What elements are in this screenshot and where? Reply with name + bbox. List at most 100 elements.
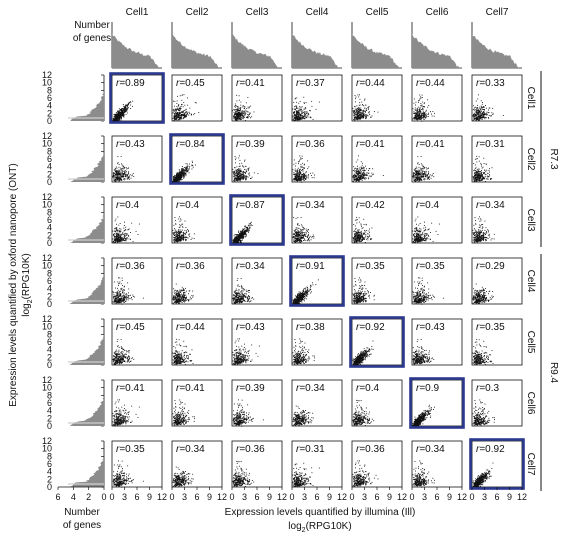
scatter-point	[298, 113, 300, 115]
scatter-point	[296, 117, 298, 119]
scatter-point	[242, 115, 243, 116]
scatter-point	[189, 163, 190, 165]
scatter-point	[357, 172, 359, 174]
scatter-point	[120, 239, 122, 241]
scatter-point	[479, 115, 481, 117]
scatter-point	[236, 112, 238, 114]
scatter-point	[237, 109, 239, 111]
scatter-point	[176, 177, 178, 178]
scatter-point	[479, 108, 481, 109]
scatter-point	[481, 175, 483, 177]
scatter-point	[481, 178, 483, 179]
scatter-point	[424, 113, 425, 115]
scatter-point	[126, 108, 128, 110]
scatter-point	[174, 237, 176, 238]
scatter-point	[177, 239, 179, 241]
scatter-point	[477, 109, 479, 111]
panel-frame	[351, 74, 403, 122]
scatter-point	[121, 171, 123, 173]
scatter-point	[175, 112, 177, 114]
scatter-point	[112, 230, 114, 232]
scatter-point	[234, 117, 236, 118]
panel-frame	[471, 74, 523, 122]
scatter-point	[178, 178, 180, 180]
scatter-point	[356, 170, 358, 172]
y-tick-label: 6	[47, 215, 52, 225]
scatter-point	[179, 119, 181, 121]
scatter-point	[480, 105, 482, 107]
scatter-point	[177, 176, 179, 178]
scatter-point	[360, 179, 362, 181]
scatter-point	[308, 174, 309, 176]
scatter-point	[174, 228, 175, 230]
scatter-point	[488, 115, 490, 116]
scatter-point	[178, 117, 179, 119]
scatter-point	[370, 116, 372, 118]
scatter-point	[180, 175, 182, 177]
scatter-point	[173, 176, 175, 178]
scatter-point	[413, 98, 415, 100]
left-hist-bars	[69, 207, 104, 243]
scatter-point	[128, 228, 130, 230]
scatter-point	[248, 107, 250, 109]
scatter-point	[368, 112, 370, 114]
scatter-point	[113, 235, 115, 237]
scatter-point	[174, 231, 175, 233]
scatter-point	[479, 172, 481, 174]
scatter-point	[422, 114, 424, 116]
scatter-point	[297, 178, 299, 180]
scatter-point	[185, 166, 187, 168]
scatter-point	[421, 114, 423, 116]
scatter-point	[233, 173, 235, 175]
scatter-point	[179, 170, 181, 172]
scatter-point	[297, 110, 299, 112]
scatter-point	[299, 116, 301, 118]
scatter-point	[239, 171, 241, 173]
panel-frame	[411, 74, 463, 122]
scatter-point	[362, 104, 364, 106]
scatter-point	[182, 226, 184, 228]
scatter-point	[244, 168, 246, 170]
scatter-point	[363, 105, 365, 107]
scatter-point	[301, 117, 302, 119]
scatter-point	[125, 233, 127, 235]
scatter-point	[477, 110, 479, 112]
scatter-point	[304, 175, 306, 177]
scatter-point	[181, 115, 183, 117]
scatter-point	[239, 114, 241, 115]
scatter-point	[175, 177, 177, 178]
scatter-point	[491, 167, 493, 169]
scatter-point	[476, 171, 477, 173]
scatter-point	[476, 110, 477, 112]
scatter-point	[239, 173, 241, 175]
scatter-point	[421, 178, 422, 180]
scatter-point	[183, 113, 185, 115]
scatter-point	[419, 173, 420, 175]
scatter-point	[179, 236, 181, 238]
scatter-point	[424, 102, 425, 104]
scatter-point	[481, 109, 483, 110]
scatter-point	[119, 231, 121, 233]
scatter-point	[177, 115, 178, 117]
scatter-point	[185, 233, 186, 235]
scatter-point	[416, 174, 418, 175]
scatter-point	[475, 179, 477, 180]
y-tick-label: 0	[47, 177, 52, 187]
scatter-point	[112, 176, 114, 178]
scatter-point	[418, 100, 419, 102]
scatter-point	[364, 111, 366, 112]
scatter-point	[485, 163, 487, 165]
scatter-point	[117, 240, 119, 241]
scatter-point	[477, 177, 479, 179]
scatter-point	[477, 172, 478, 174]
scatter-point	[416, 180, 418, 182]
scatter-panel: r=0.39	[231, 135, 283, 183]
scatter-point	[186, 169, 188, 170]
scatter-point	[128, 235, 130, 237]
scatter-point	[118, 111, 120, 112]
scatter-point	[489, 174, 490, 176]
scatter-point	[365, 114, 367, 116]
scatter-point	[477, 176, 479, 177]
y-tick-label: 6	[47, 93, 52, 103]
scatter-point	[363, 113, 365, 115]
